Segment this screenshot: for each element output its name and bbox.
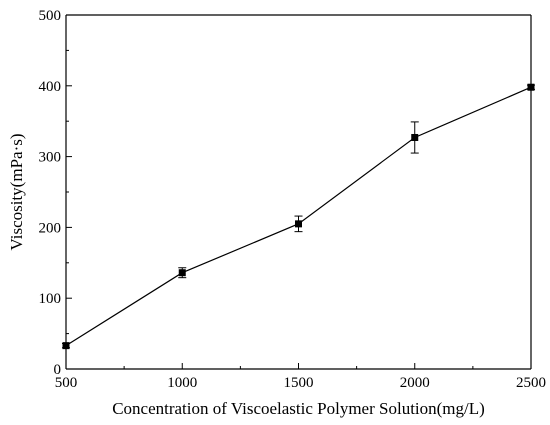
data-point-marker bbox=[178, 269, 186, 277]
y-tick-label: 400 bbox=[39, 79, 62, 95]
x-tick-label: 2000 bbox=[400, 375, 430, 391]
x-tick-label: 1500 bbox=[284, 375, 314, 391]
ticks: 500 1000 1500 2000 2500 0 100 200 300 400 500 bbox=[39, 8, 547, 391]
y-tick-label: 500 bbox=[39, 8, 62, 24]
series-group bbox=[62, 83, 535, 350]
data-point-marker bbox=[411, 133, 419, 141]
y-tick-label: 200 bbox=[39, 220, 62, 236]
x-tick-label: 1000 bbox=[167, 375, 197, 391]
y-tick-label: 100 bbox=[39, 291, 62, 307]
x-axis-title: Concentration of Viscoelastic Polymer So… bbox=[112, 399, 485, 418]
y-axis-title: Viscosity(mPa·s) bbox=[7, 133, 26, 250]
axes bbox=[65, 14, 532, 370]
y-tick-label: 0 bbox=[54, 362, 62, 378]
data-point-marker bbox=[62, 342, 70, 350]
data-point-marker bbox=[527, 83, 535, 91]
x-tick-label: 2500 bbox=[516, 375, 546, 391]
data-point-marker bbox=[295, 220, 302, 228]
y-tick-label: 300 bbox=[39, 150, 62, 166]
x-tick-label: 500 bbox=[55, 375, 78, 391]
